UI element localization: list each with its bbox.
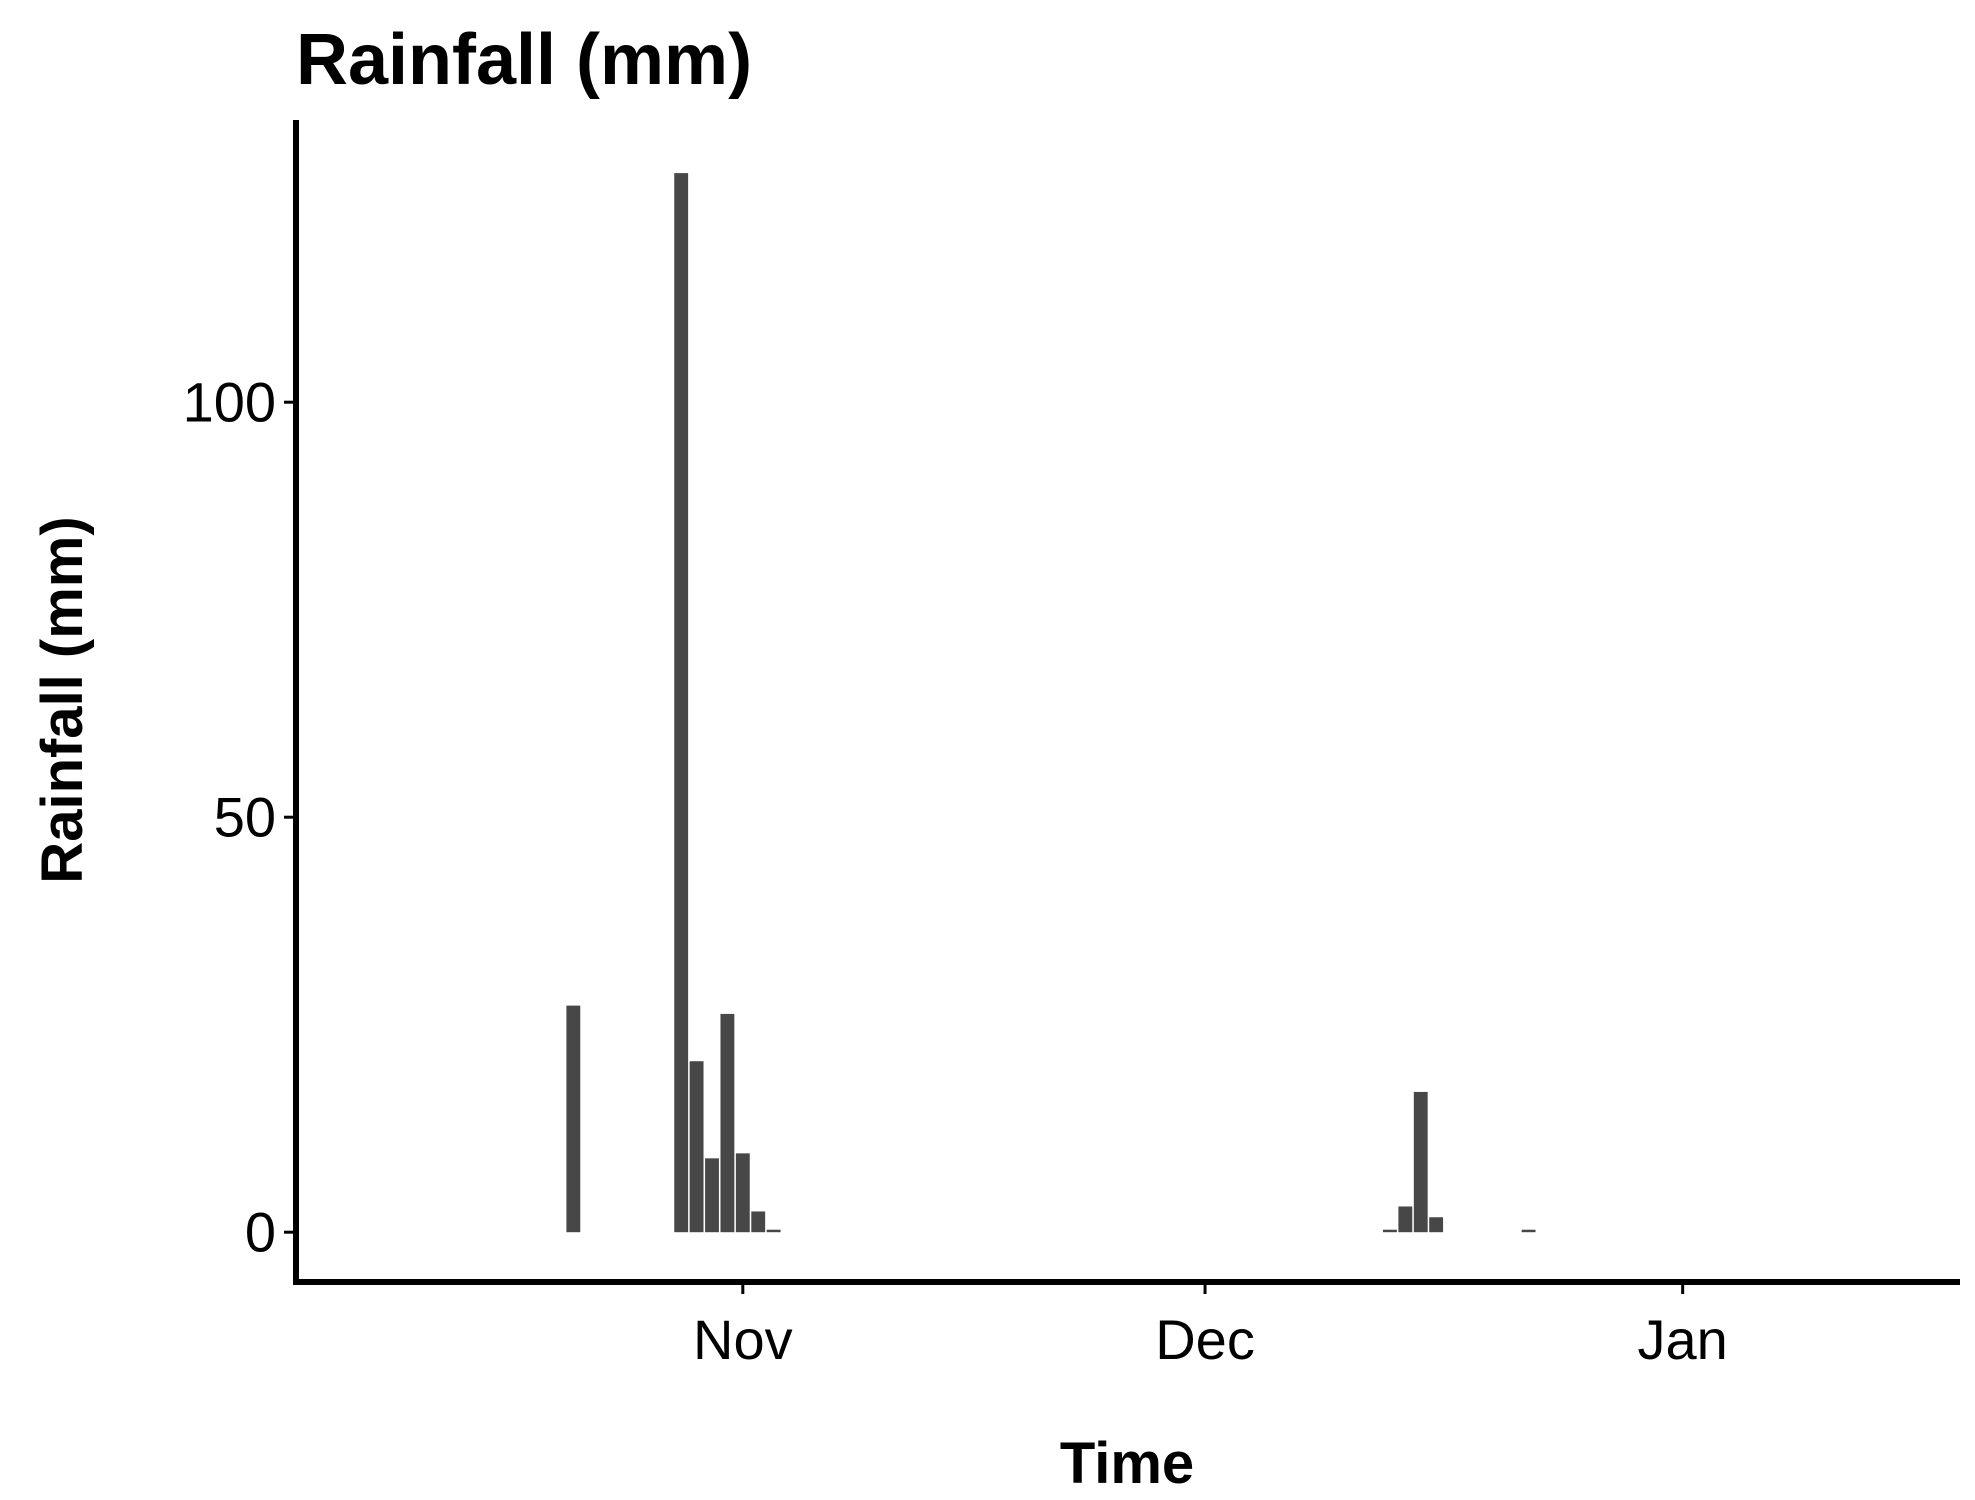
x-tick-label: Nov xyxy=(693,1308,793,1371)
y-axis-title: Rainfall (mm) xyxy=(30,516,95,883)
bar xyxy=(1429,1217,1444,1233)
y-tick-label: 50 xyxy=(214,786,276,849)
bar xyxy=(735,1153,750,1233)
bar xyxy=(1398,1206,1413,1233)
bar xyxy=(705,1158,719,1233)
y-tick-label: 0 xyxy=(245,1201,276,1264)
chart-title: Rainfall (mm) xyxy=(296,20,752,100)
bars-layer xyxy=(566,173,1536,1233)
y-tick-label: 100 xyxy=(183,371,276,434)
x-tick-label: Jan xyxy=(1638,1308,1728,1371)
bar xyxy=(766,1229,781,1233)
x-tick-label: Dec xyxy=(1155,1308,1255,1371)
y-axis-ticks: 0 50 100 xyxy=(183,371,296,1264)
x-axis-ticks: Nov Dec Jan xyxy=(693,1282,1728,1371)
bar xyxy=(1413,1091,1428,1233)
bar xyxy=(1521,1229,1536,1233)
bar xyxy=(720,1013,735,1233)
bar xyxy=(751,1211,766,1233)
bar xyxy=(674,173,689,1233)
bar xyxy=(566,1005,581,1233)
x-axis-title: Time xyxy=(1060,1431,1194,1496)
bar xyxy=(1382,1229,1397,1233)
bar xyxy=(689,1061,704,1233)
